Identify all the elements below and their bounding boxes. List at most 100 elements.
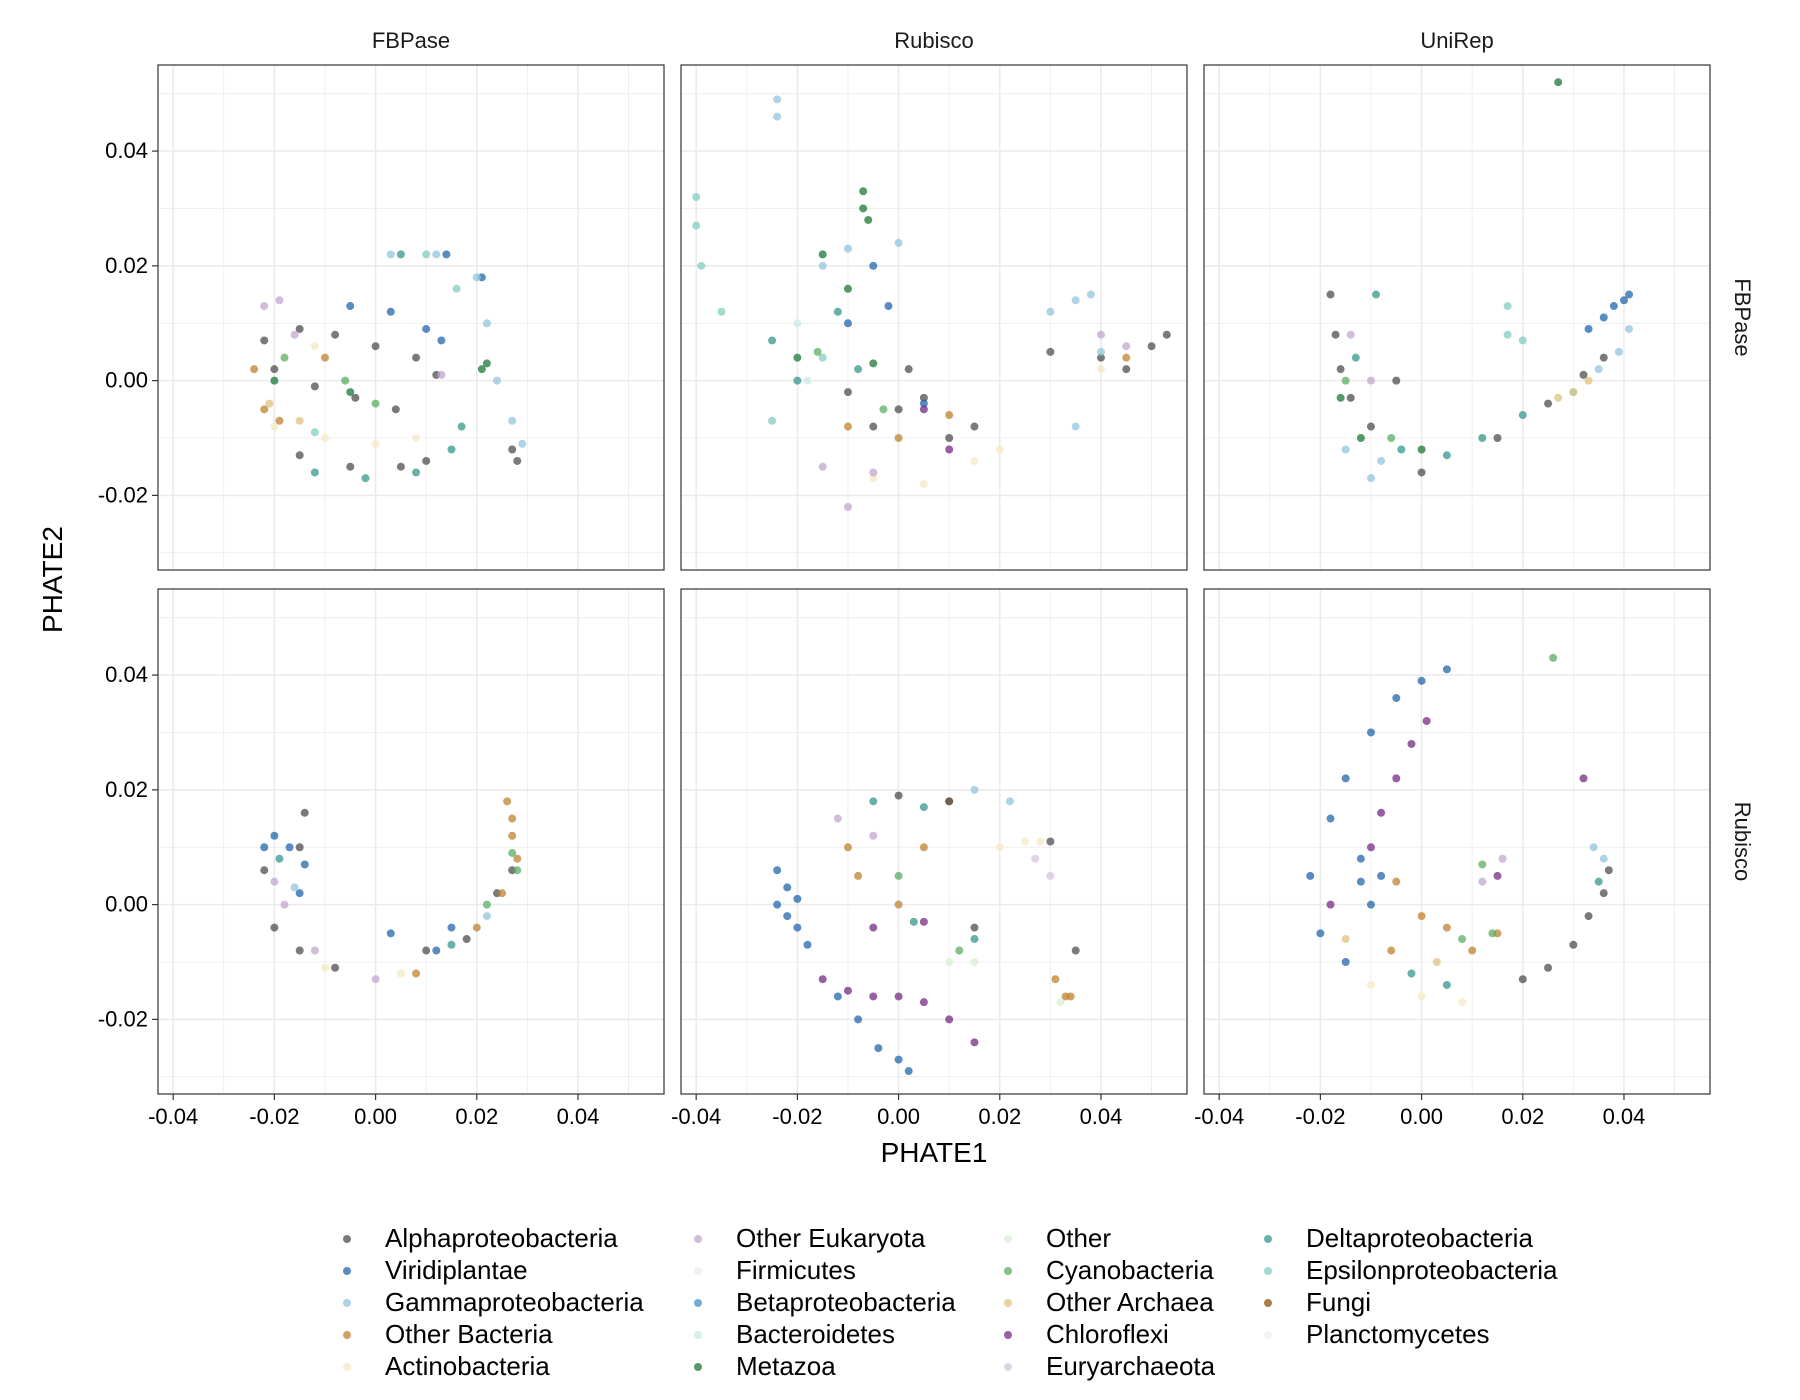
point-metazoa xyxy=(1417,445,1426,454)
legend-item-viridiplantae: Viridiplantae xyxy=(343,1255,528,1285)
point-chloroflexi xyxy=(1326,900,1335,909)
x-tick-label: -0.04 xyxy=(148,1104,198,1129)
panel-background xyxy=(158,589,664,1094)
point-gammaproteobacteria xyxy=(818,261,827,270)
legend-key xyxy=(1004,1363,1012,1371)
point-alphaproteobacteria xyxy=(1331,330,1340,339)
points-rubisco-unirep xyxy=(1306,653,1613,1007)
point-epsilonproteobacteria xyxy=(1503,330,1512,339)
point-deltaproteobacteria xyxy=(361,474,370,483)
point-alphaproteobacteria xyxy=(331,963,340,972)
point-other xyxy=(945,958,954,967)
point-alphaproteobacteria xyxy=(346,462,355,471)
point-gammaproteobacteria xyxy=(472,273,481,282)
y-tick-label: -0.02 xyxy=(98,1006,148,1031)
point-metazoa xyxy=(1356,434,1365,443)
point-viridiplantae xyxy=(1609,302,1618,311)
point-deltaproteobacteria xyxy=(1518,411,1527,420)
point-other-bacteria xyxy=(513,854,522,863)
point-alphaproteobacteria xyxy=(894,405,903,414)
point-gammaproteobacteria xyxy=(1366,474,1375,483)
point-other-eukaryota xyxy=(280,900,289,909)
point-gammaproteobacteria xyxy=(482,319,491,328)
x-tick-label: 0.00 xyxy=(1400,1104,1443,1129)
point-viridiplantae xyxy=(1341,958,1350,967)
point-other-bacteria xyxy=(498,889,507,898)
x-tick-label: 0.04 xyxy=(1080,1104,1123,1129)
points-fbpase-unirep xyxy=(1326,78,1634,483)
point-metazoa xyxy=(864,215,873,224)
legend-key xyxy=(1264,1267,1272,1275)
point-viridiplantae xyxy=(1316,929,1325,938)
point-actinobacteria xyxy=(869,474,878,483)
point-alphaproteobacteria xyxy=(310,382,319,391)
legend-key xyxy=(1004,1331,1012,1339)
point-other-eukaryota xyxy=(437,370,446,379)
point-deltaproteobacteria xyxy=(869,797,878,806)
point-metazoa xyxy=(859,187,868,196)
point-other-bacteria xyxy=(843,843,852,852)
point-gammaproteobacteria xyxy=(1046,307,1055,316)
point-epsilonproteobacteria xyxy=(768,416,777,425)
point-deltaproteobacteria xyxy=(1407,969,1416,978)
point-other-bacteria xyxy=(919,843,928,852)
panel-rubisco-rubisco xyxy=(681,589,1187,1094)
point-viridiplantae xyxy=(1417,676,1426,685)
point-viridiplantae xyxy=(1625,290,1634,299)
point-other-bacteria xyxy=(275,416,284,425)
point-actinobacteria xyxy=(396,969,405,978)
point-gammaproteobacteria xyxy=(386,250,395,259)
point-viridiplantae xyxy=(1619,296,1628,305)
legend-label: Chloroflexi xyxy=(1046,1319,1169,1349)
point-chloroflexi xyxy=(1422,716,1431,725)
point-other-archaea xyxy=(1432,958,1441,967)
point-viridiplantae xyxy=(904,1067,913,1076)
legend-label: Gammaproteobacteria xyxy=(385,1287,644,1317)
point-other-eukaryota xyxy=(818,462,827,471)
legend-item-alphaproteobacteria: Alphaproteobacteria xyxy=(343,1223,618,1253)
point-cyanobacteria xyxy=(894,871,903,880)
panel-background xyxy=(681,65,1187,570)
point-viridiplantae xyxy=(803,940,812,949)
legend-label: Cyanobacteria xyxy=(1046,1255,1214,1285)
point-gammaproteobacteria xyxy=(290,883,299,892)
point-actinobacteria xyxy=(371,439,380,448)
legend-item-other-eukaryota: Other Eukaryota xyxy=(694,1223,926,1253)
point-alphaproteobacteria xyxy=(391,405,400,414)
point-metazoa xyxy=(477,365,486,374)
point-actinobacteria xyxy=(1096,365,1105,374)
point-gammaproteobacteria xyxy=(773,95,782,104)
point-other-eukaryota xyxy=(270,877,279,886)
point-alphaproteobacteria xyxy=(351,393,360,402)
point-metazoa xyxy=(482,359,491,368)
point-viridiplantae xyxy=(919,399,928,408)
point-viridiplantae xyxy=(843,319,852,328)
point-other-bacteria xyxy=(503,797,512,806)
legend-item-firmicutes: Firmicutes xyxy=(694,1255,856,1285)
panel-background xyxy=(681,589,1187,1094)
legend-item-metazoa: Metazoa xyxy=(694,1351,836,1381)
legend: AlphaproteobacteriaViridiplantaeGammapro… xyxy=(343,1223,1558,1381)
point-gammaproteobacteria xyxy=(1377,456,1386,465)
point-gammaproteobacteria xyxy=(1589,843,1598,852)
point-cyanobacteria xyxy=(1478,860,1487,869)
point-other-eukaryota xyxy=(869,831,878,840)
point-deltaproteobacteria xyxy=(1442,451,1451,460)
point-other-archaea xyxy=(1584,376,1593,385)
point-deltaproteobacteria xyxy=(1442,980,1451,989)
point-chloroflexi xyxy=(919,917,928,926)
point-cyanobacteria xyxy=(1549,653,1558,662)
point-alphaproteobacteria xyxy=(1392,376,1401,385)
panel-border xyxy=(1203,588,1711,1095)
point-other-bacteria xyxy=(508,814,517,823)
point-chloroflexi xyxy=(919,405,928,414)
point-other-eukaryota xyxy=(843,502,852,511)
point-epsilonproteobacteria xyxy=(1503,302,1512,311)
point-cyanobacteria xyxy=(1458,935,1467,944)
legend-key xyxy=(694,1267,702,1275)
point-deltaproteobacteria xyxy=(447,445,456,454)
point-other-eukaryota xyxy=(1498,854,1507,863)
point-metazoa xyxy=(818,250,827,259)
point-gammaproteobacteria xyxy=(508,416,517,425)
point-gammaproteobacteria xyxy=(493,376,502,385)
